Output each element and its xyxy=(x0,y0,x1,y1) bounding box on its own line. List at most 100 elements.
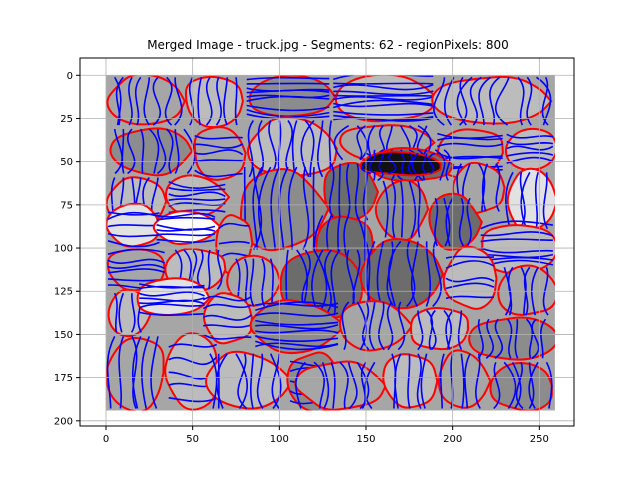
flow-line xyxy=(464,353,471,409)
segment-region xyxy=(428,192,483,251)
x-tick-label: 50 xyxy=(186,434,199,445)
flow-line xyxy=(457,310,463,351)
flow-line xyxy=(363,361,376,409)
flow-line xyxy=(143,77,151,126)
segment-region xyxy=(359,150,442,177)
flow-line xyxy=(107,264,166,270)
flow-line xyxy=(386,301,394,351)
flow-line xyxy=(156,233,216,237)
flow-line xyxy=(126,128,136,175)
flow-line xyxy=(246,89,330,94)
x-tick-label: 250 xyxy=(530,434,549,445)
flow-line xyxy=(107,240,160,248)
flow-line xyxy=(388,240,402,307)
flow-line xyxy=(218,222,250,230)
segment-region xyxy=(339,300,414,352)
segment-shape xyxy=(339,300,414,352)
flow-line xyxy=(131,336,138,409)
flow-line xyxy=(333,125,350,161)
flow-line xyxy=(445,277,495,283)
flow-line xyxy=(422,153,428,175)
flow-line xyxy=(528,362,535,409)
segment-shape xyxy=(184,75,244,129)
flow-line xyxy=(368,301,376,351)
flow-line xyxy=(174,77,183,126)
flow-line xyxy=(249,258,255,307)
flow-line xyxy=(118,292,125,333)
segment-shape xyxy=(468,316,555,361)
flow-line xyxy=(139,285,205,290)
flow-line xyxy=(257,166,272,250)
segment-region xyxy=(247,116,338,178)
flow-line xyxy=(481,163,489,212)
flow-line xyxy=(478,76,491,126)
flow-line xyxy=(168,198,226,201)
segment-region xyxy=(374,179,430,242)
segment-region xyxy=(246,75,337,120)
flow-line xyxy=(434,197,439,247)
flow-line xyxy=(252,167,263,250)
flow-line xyxy=(428,152,436,175)
flow-line xyxy=(134,76,142,126)
segment-region xyxy=(323,161,380,223)
flow-line xyxy=(194,149,244,156)
flow-line xyxy=(156,228,216,232)
flow-line xyxy=(333,110,434,116)
flow-line xyxy=(247,120,254,178)
flow-line xyxy=(511,361,522,409)
y-axis: 0 25 50 75 100 125 150 175 200 xyxy=(54,71,80,427)
flow-line xyxy=(256,353,264,409)
flow-line xyxy=(495,163,501,212)
flow-line xyxy=(295,361,306,409)
flow-line xyxy=(480,247,553,254)
flow-line xyxy=(534,172,539,229)
flow-line xyxy=(148,128,160,174)
flow-line xyxy=(255,319,339,326)
flow-line xyxy=(456,76,473,126)
segment-region xyxy=(109,127,196,177)
y-tick-label: 50 xyxy=(60,157,73,168)
flow-line xyxy=(333,96,434,101)
flow-line xyxy=(469,76,482,126)
segment-region xyxy=(249,299,347,355)
flow-line xyxy=(410,241,419,307)
flow-line xyxy=(164,76,173,126)
flow-line xyxy=(417,310,424,351)
segment-region xyxy=(382,353,439,409)
flow-line xyxy=(433,77,446,126)
flow-line xyxy=(354,163,360,221)
x-tick-label: 0 xyxy=(103,434,109,445)
flow-line xyxy=(312,167,315,250)
flow-line xyxy=(152,76,161,126)
segment-region xyxy=(437,349,492,409)
flow-line xyxy=(215,76,222,126)
flow-line xyxy=(330,362,336,409)
x-tick-label: 200 xyxy=(443,434,462,445)
flow-line xyxy=(445,295,495,300)
flow-line xyxy=(440,353,445,409)
flow-line xyxy=(333,83,434,91)
flow-line xyxy=(150,336,159,409)
flow-line xyxy=(333,94,434,97)
flow-line xyxy=(475,353,481,409)
flow-line xyxy=(115,76,124,126)
flow-line xyxy=(505,171,514,229)
flow-line xyxy=(249,353,255,409)
segment-region xyxy=(442,245,498,310)
flow-line xyxy=(139,128,145,174)
flow-line xyxy=(202,314,252,321)
segment-region xyxy=(106,336,165,411)
y-tick-label: 150 xyxy=(54,330,73,341)
flow-line xyxy=(434,149,446,181)
segment-region xyxy=(239,166,330,252)
flow-line xyxy=(539,318,547,359)
flow-line xyxy=(443,198,451,247)
flow-line xyxy=(107,268,165,274)
flow-line xyxy=(139,311,205,316)
x-tick-label: 100 xyxy=(270,434,289,445)
flow-line xyxy=(255,335,339,343)
flow-line xyxy=(466,197,472,247)
flow-line xyxy=(302,166,310,250)
flow-line xyxy=(506,133,554,139)
segment-region xyxy=(106,202,162,248)
